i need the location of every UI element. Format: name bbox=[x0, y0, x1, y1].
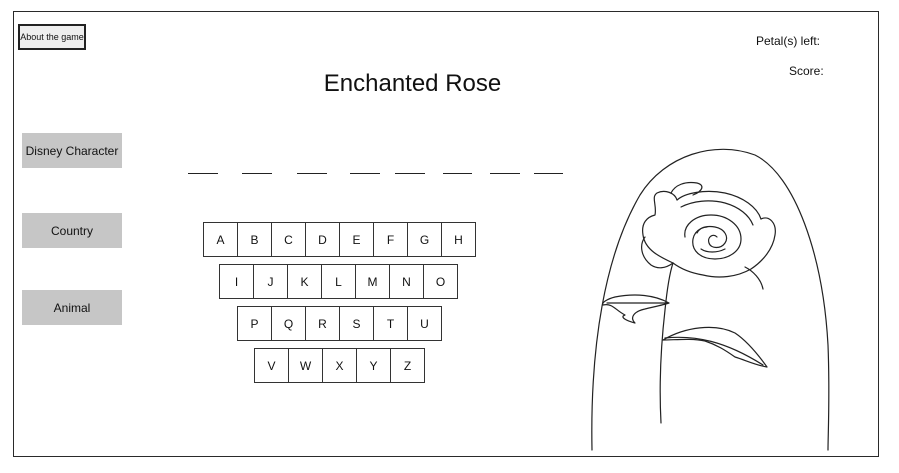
key-m[interactable]: M bbox=[355, 264, 390, 299]
key-h[interactable]: H bbox=[441, 222, 476, 257]
about-game-button[interactable]: About the game bbox=[18, 24, 86, 50]
key-f[interactable]: F bbox=[373, 222, 408, 257]
score-label: Score: bbox=[789, 64, 824, 78]
key-z[interactable]: Z bbox=[390, 348, 425, 383]
key-p[interactable]: P bbox=[237, 306, 272, 341]
category-animal-button[interactable]: Animal bbox=[22, 290, 122, 325]
keyboard-row-3: P Q R S T U bbox=[237, 306, 442, 341]
keyboard-row-1: A B C D E F G H bbox=[203, 222, 476, 257]
word-blank bbox=[188, 173, 218, 174]
key-t[interactable]: T bbox=[373, 306, 408, 341]
key-y[interactable]: Y bbox=[356, 348, 391, 383]
key-e[interactable]: E bbox=[339, 222, 374, 257]
key-k[interactable]: K bbox=[287, 264, 322, 299]
key-b[interactable]: B bbox=[237, 222, 272, 257]
word-blank bbox=[443, 173, 472, 174]
key-l[interactable]: L bbox=[321, 264, 356, 299]
key-a[interactable]: A bbox=[203, 222, 238, 257]
key-w[interactable]: W bbox=[288, 348, 323, 383]
word-blank bbox=[350, 173, 380, 174]
word-blank bbox=[242, 173, 272, 174]
key-r[interactable]: R bbox=[305, 306, 340, 341]
keyboard-row-4: V W X Y Z bbox=[254, 348, 425, 383]
key-g[interactable]: G bbox=[407, 222, 442, 257]
key-x[interactable]: X bbox=[322, 348, 357, 383]
key-q[interactable]: Q bbox=[271, 306, 306, 341]
key-i[interactable]: I bbox=[219, 264, 254, 299]
petals-left-label: Petal(s) left: bbox=[756, 34, 821, 48]
word-blank bbox=[297, 173, 327, 174]
key-o[interactable]: O bbox=[423, 264, 458, 299]
category-country-button[interactable]: Country bbox=[22, 213, 122, 248]
page-title: Enchanted Rose bbox=[323, 70, 502, 97]
key-v[interactable]: V bbox=[254, 348, 289, 383]
key-s[interactable]: S bbox=[339, 306, 374, 341]
category-disney-character-button[interactable]: Disney Character bbox=[22, 133, 122, 168]
rose-in-bell-jar-illustration bbox=[591, 148, 830, 451]
word-blank bbox=[534, 173, 563, 174]
key-u[interactable]: U bbox=[407, 306, 442, 341]
word-blank bbox=[395, 173, 425, 174]
key-j[interactable]: J bbox=[253, 264, 288, 299]
keyboard-row-2: I J K L M N O bbox=[219, 264, 458, 299]
key-c[interactable]: C bbox=[271, 222, 306, 257]
key-n[interactable]: N bbox=[389, 264, 424, 299]
key-d[interactable]: D bbox=[305, 222, 340, 257]
word-blank bbox=[490, 173, 520, 174]
